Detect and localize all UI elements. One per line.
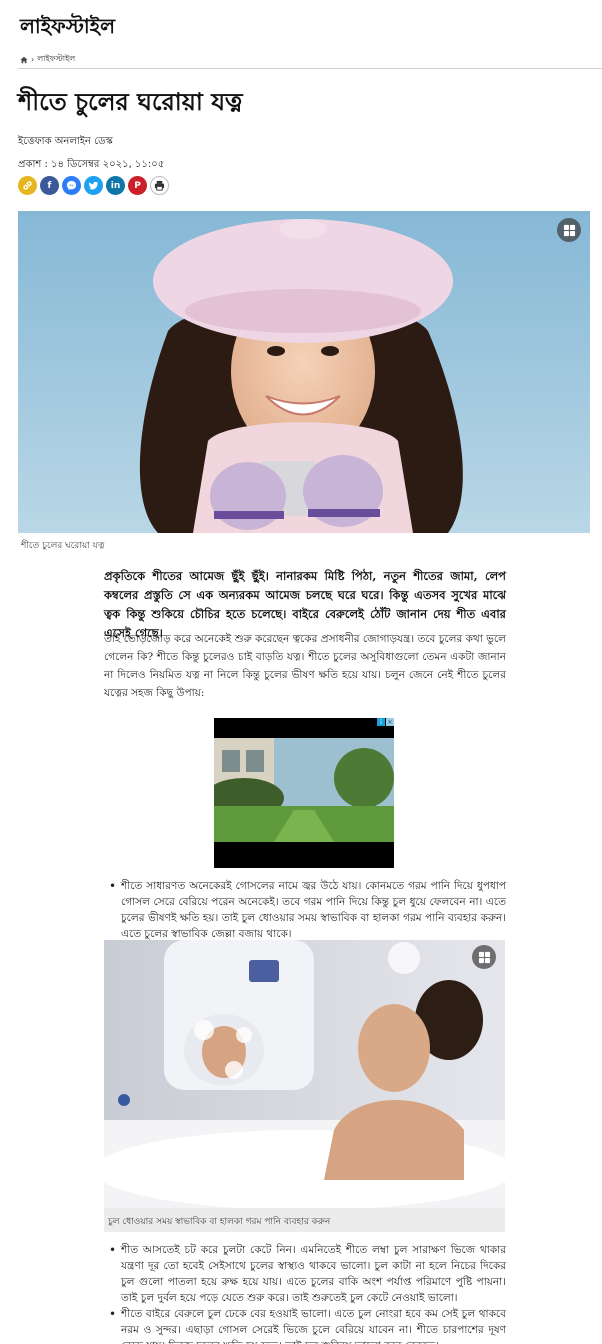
section-title[interactable]: লাইফস্টাইল — [20, 14, 115, 38]
share-bar: f in P — [18, 176, 169, 195]
twitter-icon[interactable] — [84, 176, 103, 195]
article-paragraph: তাই তোড়জোড় করে অনেকেই শুরু করেছেন ত্বক… — [104, 633, 506, 699]
facebook-icon[interactable]: f — [40, 176, 59, 195]
breadcrumb-separator: › — [31, 55, 35, 64]
hero-caption: শীতে চুলের ঘরোয়া যত্ন — [21, 541, 105, 551]
ad-creative — [214, 718, 394, 868]
header-divider — [18, 68, 602, 69]
advertisement[interactable]: i ✕ — [214, 718, 394, 868]
article-headline: শীতে চুলের ঘরোয়া যত্ন — [18, 87, 243, 116]
gallery-icon[interactable] — [557, 218, 581, 242]
gallery-icon[interactable] — [472, 945, 496, 969]
tips-list-2: শীত আসতেই চট করে চুলটা কেটে নিন। এমনিতেই… — [104, 1242, 506, 1344]
linkedin-icon[interactable]: in — [106, 176, 125, 195]
breadcrumb-current[interactable]: লাইফস্টাইল — [37, 54, 76, 63]
print-icon[interactable] — [150, 176, 169, 195]
bath-caption: চুল ধোওয়ার সময় স্বাভাবিক বা হালকা গরম … — [104, 1208, 505, 1232]
hero-image[interactable] — [18, 211, 590, 533]
list-item: শীতে বাইরে বেরুলে চুল ঢেকে বের হওয়াই ভা… — [104, 1306, 506, 1344]
pinterest-icon[interactable]: P — [128, 176, 147, 195]
list-item: শীত আসতেই চট করে চুলটা কেটে নিন। এমনিতেই… — [104, 1242, 506, 1306]
home-icon[interactable] — [20, 56, 28, 64]
list-item: শীতে সাধারণত অনেকেরই গোসলের নামে জ্বর উঠ… — [104, 878, 506, 942]
ad-close-icon[interactable]: ✕ — [386, 718, 394, 726]
breadcrumb: › লাইফস্টাইল — [20, 53, 75, 66]
article-lead: প্রকৃতিকে শীতের আমেজ ছুঁই ছুঁই। নানারকম … — [104, 569, 506, 640]
messenger-icon[interactable] — [62, 176, 81, 195]
publish-date: প্রকাশ : ১৪ ডিসেম্বর ২০২১, ১১:০৫ — [18, 159, 165, 170]
ad-info-icon[interactable]: i — [377, 718, 385, 726]
bath-photo — [104, 940, 505, 1208]
copy-link-icon[interactable] — [18, 176, 37, 195]
hero-photo — [18, 211, 590, 533]
article-author[interactable]: ইত্তেফাক অনলাইন ডেস্ক — [18, 136, 113, 147]
bath-image[interactable] — [104, 940, 505, 1208]
tips-list-1: শীতে সাধারণত অনেকেরই গোসলের নামে জ্বর উঠ… — [104, 878, 506, 942]
site-header: লাইফস্টাইল — [0, 0, 602, 50]
ad-controls: i ✕ — [377, 718, 394, 726]
